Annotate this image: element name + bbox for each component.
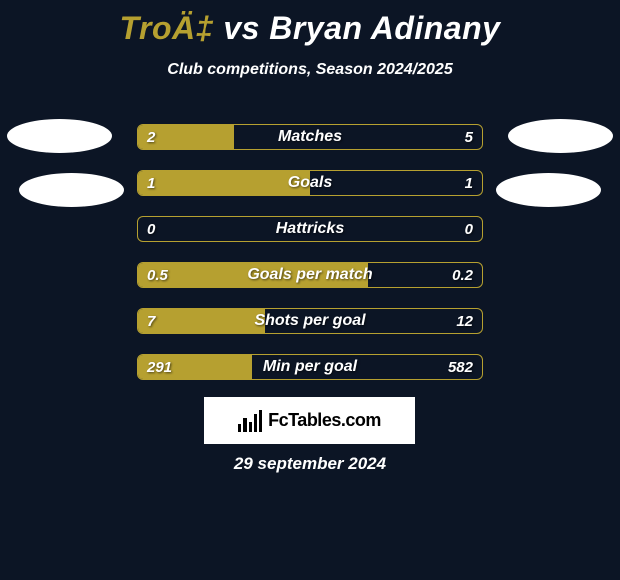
player1-flag-placeholder bbox=[19, 173, 124, 207]
page-title: TroÄ‡ vs Bryan Adinany bbox=[0, 0, 620, 47]
metric-row: 712Shots per goal bbox=[137, 308, 483, 334]
metric-label: Hattricks bbox=[138, 217, 482, 241]
player2-photo-placeholder bbox=[508, 119, 613, 153]
metric-row: 291582Min per goal bbox=[137, 354, 483, 380]
player1-photo-placeholder bbox=[7, 119, 112, 153]
metric-label: Goals per match bbox=[138, 263, 482, 287]
metric-row: 11Goals bbox=[137, 170, 483, 196]
metric-label: Shots per goal bbox=[138, 309, 482, 333]
bar-chart-icon bbox=[238, 410, 262, 432]
metric-label: Goals bbox=[138, 171, 482, 195]
player2-name: Bryan Adinany bbox=[269, 10, 500, 46]
metric-row: 00Hattricks bbox=[137, 216, 483, 242]
metric-row: 0.50.2Goals per match bbox=[137, 262, 483, 288]
metric-label: Matches bbox=[138, 125, 482, 149]
comparison-chart: 25Matches 11Goals 00Hattricks 0.50.2Goals p… bbox=[137, 124, 483, 400]
subtitle: Club competitions, Season 2024/2025 bbox=[0, 61, 620, 79]
metric-row: 25Matches bbox=[137, 124, 483, 150]
player2-flag-placeholder bbox=[496, 173, 601, 207]
vs-text: vs bbox=[223, 10, 260, 46]
logo-badge: FcTables.com bbox=[204, 397, 415, 444]
player1-name: TroÄ‡ bbox=[120, 10, 214, 46]
metric-label: Min per goal bbox=[138, 355, 482, 379]
date-label: 29 september 2024 bbox=[0, 454, 620, 474]
logo-text: FcTables.com bbox=[268, 410, 381, 431]
